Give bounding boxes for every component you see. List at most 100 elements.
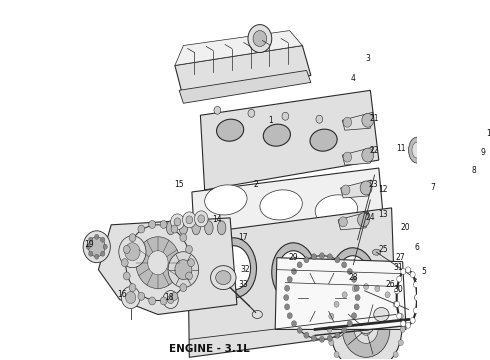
Text: 31: 31 <box>393 263 403 272</box>
Text: 32: 32 <box>241 265 250 274</box>
Text: 2: 2 <box>253 180 258 189</box>
Circle shape <box>342 185 350 195</box>
Circle shape <box>335 257 340 263</box>
Circle shape <box>160 297 167 305</box>
Circle shape <box>89 251 93 256</box>
Text: 22: 22 <box>370 145 379 154</box>
Circle shape <box>186 246 193 253</box>
Circle shape <box>415 294 419 301</box>
Text: 17: 17 <box>238 233 247 242</box>
Circle shape <box>308 282 336 314</box>
Ellipse shape <box>179 221 188 235</box>
Circle shape <box>415 294 419 301</box>
Circle shape <box>292 269 296 274</box>
Circle shape <box>285 304 290 310</box>
Circle shape <box>171 225 178 233</box>
Circle shape <box>466 147 470 153</box>
Circle shape <box>171 292 178 300</box>
Circle shape <box>393 352 398 357</box>
Circle shape <box>329 313 334 319</box>
Circle shape <box>334 301 339 307</box>
Text: 7: 7 <box>430 184 435 193</box>
Circle shape <box>103 244 107 249</box>
Text: 33: 33 <box>238 280 248 289</box>
Circle shape <box>123 272 130 280</box>
Circle shape <box>327 327 332 332</box>
Text: 20: 20 <box>400 223 410 232</box>
Ellipse shape <box>212 238 256 297</box>
Ellipse shape <box>412 142 422 158</box>
Text: 19: 19 <box>84 240 94 249</box>
Circle shape <box>370 312 379 323</box>
Circle shape <box>394 301 399 307</box>
Circle shape <box>335 332 340 338</box>
Circle shape <box>287 276 293 282</box>
Circle shape <box>149 297 155 305</box>
Circle shape <box>406 267 411 273</box>
Circle shape <box>448 157 462 173</box>
Text: 8: 8 <box>472 166 476 175</box>
Polygon shape <box>275 258 406 329</box>
Circle shape <box>195 211 208 227</box>
Circle shape <box>330 288 402 360</box>
Ellipse shape <box>374 307 389 321</box>
Ellipse shape <box>315 195 358 225</box>
Ellipse shape <box>192 221 200 235</box>
Ellipse shape <box>217 119 244 141</box>
Circle shape <box>327 336 332 341</box>
Text: 1: 1 <box>269 116 273 125</box>
Circle shape <box>397 276 402 282</box>
Ellipse shape <box>218 246 250 289</box>
Ellipse shape <box>329 325 344 337</box>
Circle shape <box>287 313 293 319</box>
Circle shape <box>316 115 323 123</box>
Circle shape <box>406 322 411 328</box>
Circle shape <box>129 284 136 292</box>
Polygon shape <box>343 112 373 130</box>
Circle shape <box>198 215 205 223</box>
Ellipse shape <box>260 190 302 220</box>
Circle shape <box>88 237 105 257</box>
Circle shape <box>83 231 110 263</box>
Text: 21: 21 <box>370 114 379 123</box>
Text: 30: 30 <box>393 285 403 294</box>
Ellipse shape <box>386 318 401 329</box>
Circle shape <box>122 287 140 309</box>
Circle shape <box>119 236 146 268</box>
Circle shape <box>355 294 360 301</box>
Circle shape <box>160 220 167 228</box>
Circle shape <box>329 340 334 346</box>
Circle shape <box>95 234 99 239</box>
Text: ENGINE - 3.1L: ENGINE - 3.1L <box>169 345 249 354</box>
Polygon shape <box>388 287 395 315</box>
Circle shape <box>463 144 473 156</box>
Circle shape <box>452 161 459 169</box>
Text: 18: 18 <box>164 293 173 302</box>
Circle shape <box>401 269 406 274</box>
Ellipse shape <box>252 310 263 319</box>
Polygon shape <box>341 180 371 198</box>
Polygon shape <box>188 208 396 357</box>
Ellipse shape <box>167 221 175 235</box>
Circle shape <box>168 252 198 288</box>
Circle shape <box>342 327 347 333</box>
Circle shape <box>375 286 380 292</box>
Circle shape <box>214 106 221 114</box>
Circle shape <box>136 237 180 289</box>
Circle shape <box>387 307 396 318</box>
Circle shape <box>171 214 184 230</box>
Circle shape <box>186 272 193 280</box>
Text: 4: 4 <box>351 74 356 83</box>
Text: 24: 24 <box>366 213 375 222</box>
Circle shape <box>296 268 347 328</box>
Circle shape <box>343 302 390 357</box>
Circle shape <box>319 253 324 259</box>
Circle shape <box>414 307 418 314</box>
Text: 27: 27 <box>395 253 405 262</box>
Circle shape <box>354 315 378 343</box>
Ellipse shape <box>331 248 375 307</box>
Circle shape <box>354 285 359 291</box>
Ellipse shape <box>337 256 369 300</box>
Circle shape <box>410 271 415 278</box>
Polygon shape <box>175 31 302 66</box>
